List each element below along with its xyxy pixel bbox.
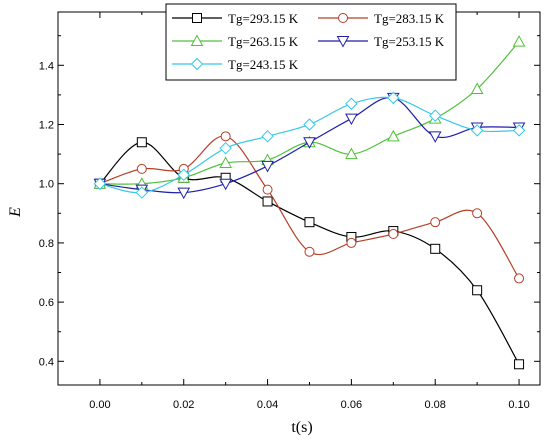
legend-label: Tg=293.15 K: [228, 11, 299, 26]
legend-label: Tg=243.15 K: [228, 57, 299, 72]
data-point: [430, 243, 441, 254]
data-point: [219, 141, 232, 155]
data-point: [219, 156, 232, 168]
data-point: [136, 137, 147, 148]
data-point: [428, 131, 442, 143]
data-point: [345, 147, 358, 160]
data-point: [261, 160, 274, 173]
series-5: [93, 91, 526, 199]
data-point: [177, 187, 191, 200]
data-point: [304, 217, 315, 228]
data-point: [470, 124, 484, 137]
x-tick-label: 0.04: [257, 399, 278, 411]
legend-box: [165, 3, 457, 81]
data-point: [429, 109, 442, 122]
data-point: [386, 129, 400, 142]
y-axis-title: E: [7, 207, 24, 218]
data-point: [470, 82, 484, 94]
data-point: [514, 359, 525, 370]
x-tick-label: 0.10: [508, 399, 529, 411]
series-layer: [93, 35, 526, 370]
legend: Tg=293.15 K Tg=283.15 K Tg=263.15 K Tg=253.…: [165, 3, 457, 81]
data-point: [262, 184, 273, 195]
data-point: [303, 137, 316, 149]
data-point: [93, 177, 107, 190]
data-point: [136, 163, 147, 174]
data-point: [304, 246, 315, 257]
data-point: [261, 130, 274, 143]
data-point: [262, 196, 273, 207]
legend-marker: [336, 36, 350, 48]
legend-label: Tg=253.15 K: [374, 34, 445, 49]
data-point: [472, 208, 483, 219]
data-point: [387, 91, 400, 105]
x-tick-label: 0.06: [341, 399, 362, 411]
y-tick-label: 0.4: [39, 356, 54, 368]
legend-label: Tg=263.15 K: [228, 34, 299, 49]
y-tick-label: 1.0: [39, 179, 54, 191]
data-point: [430, 217, 441, 228]
data-point: [512, 35, 526, 47]
legend-marker: [190, 57, 204, 71]
data-point: [345, 97, 358, 110]
data-point: [135, 186, 149, 199]
legend-label: Tg=283.15 K: [374, 11, 445, 26]
data-point: [345, 113, 358, 126]
x-tick-label: 0.00: [89, 399, 110, 411]
data-point: [303, 118, 316, 131]
data-point: [512, 124, 526, 137]
y-tick-label: 0.8: [39, 238, 54, 250]
y-tick-label: 0.6: [39, 297, 54, 309]
x-tick-label: 0.02: [173, 399, 194, 411]
legend-marker: [192, 13, 202, 23]
data-point: [177, 168, 190, 182]
data-point: [388, 229, 399, 240]
legend-marker: [190, 34, 204, 46]
data-point: [220, 131, 231, 142]
x-tick-label: 0.08: [425, 399, 446, 411]
y-tick-label: 1.2: [39, 119, 54, 131]
data-point: [514, 273, 525, 284]
x-axis-title: t(s): [291, 419, 312, 436]
data-point: [472, 285, 483, 296]
y-tick-label: 1.4: [39, 60, 54, 72]
data-point: [219, 178, 232, 191]
data-point: [346, 237, 357, 248]
legend-marker: [338, 13, 348, 23]
